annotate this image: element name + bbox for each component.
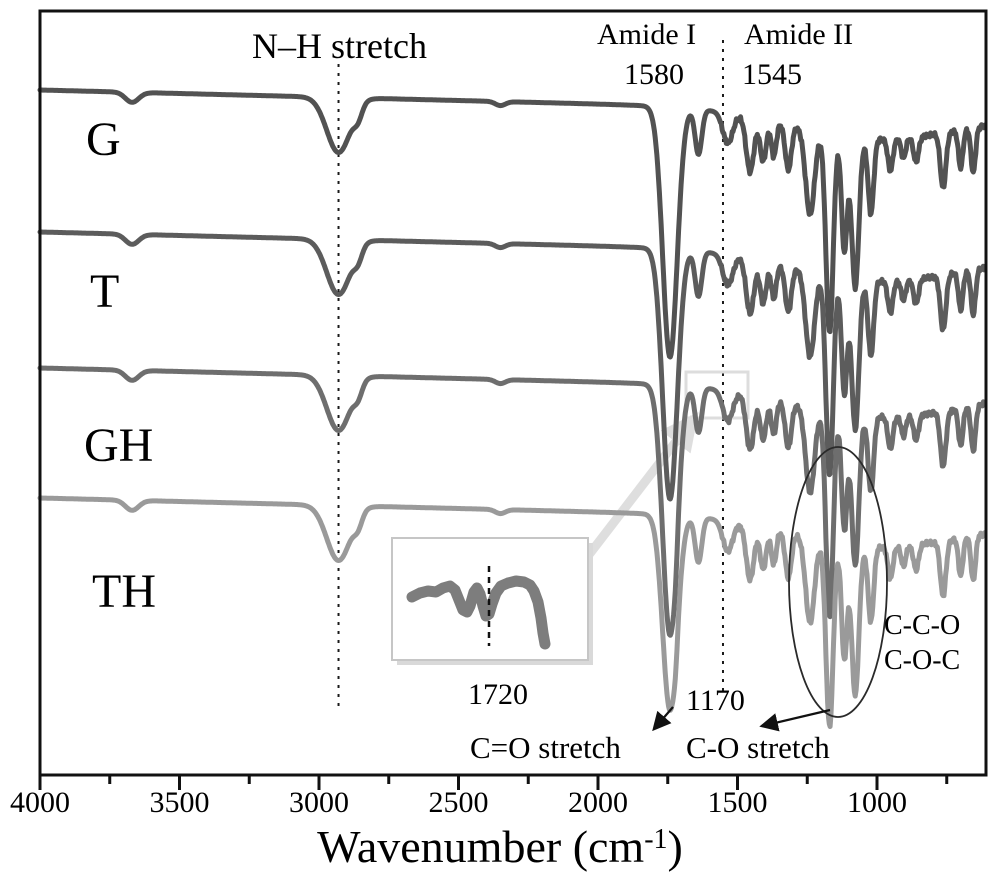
amide-i-label: Amide I: [597, 18, 697, 51]
x-tick-label: 3500: [149, 786, 210, 819]
series-label-g: G: [86, 113, 121, 166]
amide-ii-label: Amide II: [744, 18, 854, 51]
x-axis-ticks: [38, 775, 949, 790]
nh-stretch-label: N–H stretch: [252, 26, 427, 66]
x-axis-title-close: ): [667, 821, 683, 872]
carbonyl-stretch-arrow: [652, 706, 674, 732]
x-axis-title: Wavenumber (cm-1): [0, 820, 1000, 873]
inset-wavenumber-label: 1720: [468, 678, 528, 711]
x-tick-label: 2000: [568, 786, 628, 819]
series-label-gh: GH: [84, 419, 154, 472]
series-label-t: T: [90, 265, 120, 318]
spectrum-curve-GH: [37, 365, 988, 638]
inset-zoom-curve: [406, 575, 551, 650]
co-stretch-label: C-O stretch: [686, 730, 830, 765]
amide-i-wavenumber: 1580: [624, 58, 684, 91]
spectrum-curve-TH: [37, 495, 988, 729]
co-wavenumber-label: 1170: [686, 684, 745, 717]
x-tick-label: 1500: [707, 786, 768, 819]
coc-label: C-O-C: [884, 645, 961, 676]
x-tick-label: 4000: [10, 786, 70, 819]
inset-source-highlight-box: [684, 370, 750, 420]
carbonyl-stretch-label: C=O stretch: [470, 730, 621, 765]
x-axis-title-superscript: -1: [644, 824, 668, 855]
cco-label: C-C-O: [884, 610, 961, 641]
fingerprint-region-ellipse: [788, 446, 888, 718]
spectrum-curve-G: [37, 87, 988, 360]
amide-ii-wavenumber: 1545: [742, 58, 802, 91]
spectrum-curve-T: [37, 229, 988, 502]
x-tick-label: 1000: [847, 786, 907, 819]
plot-frame: [38, 9, 988, 777]
co-stretch-arrow: [759, 708, 831, 732]
spectra-curves: [37, 87, 988, 729]
x-axis-title-main: Wavenumber (cm: [317, 821, 645, 872]
x-tick-label: 3000: [289, 786, 349, 819]
series-label-th: TH: [92, 565, 156, 618]
x-tick-label: 2500: [428, 786, 489, 819]
dashed-guide-lines: [337, 40, 724, 710]
